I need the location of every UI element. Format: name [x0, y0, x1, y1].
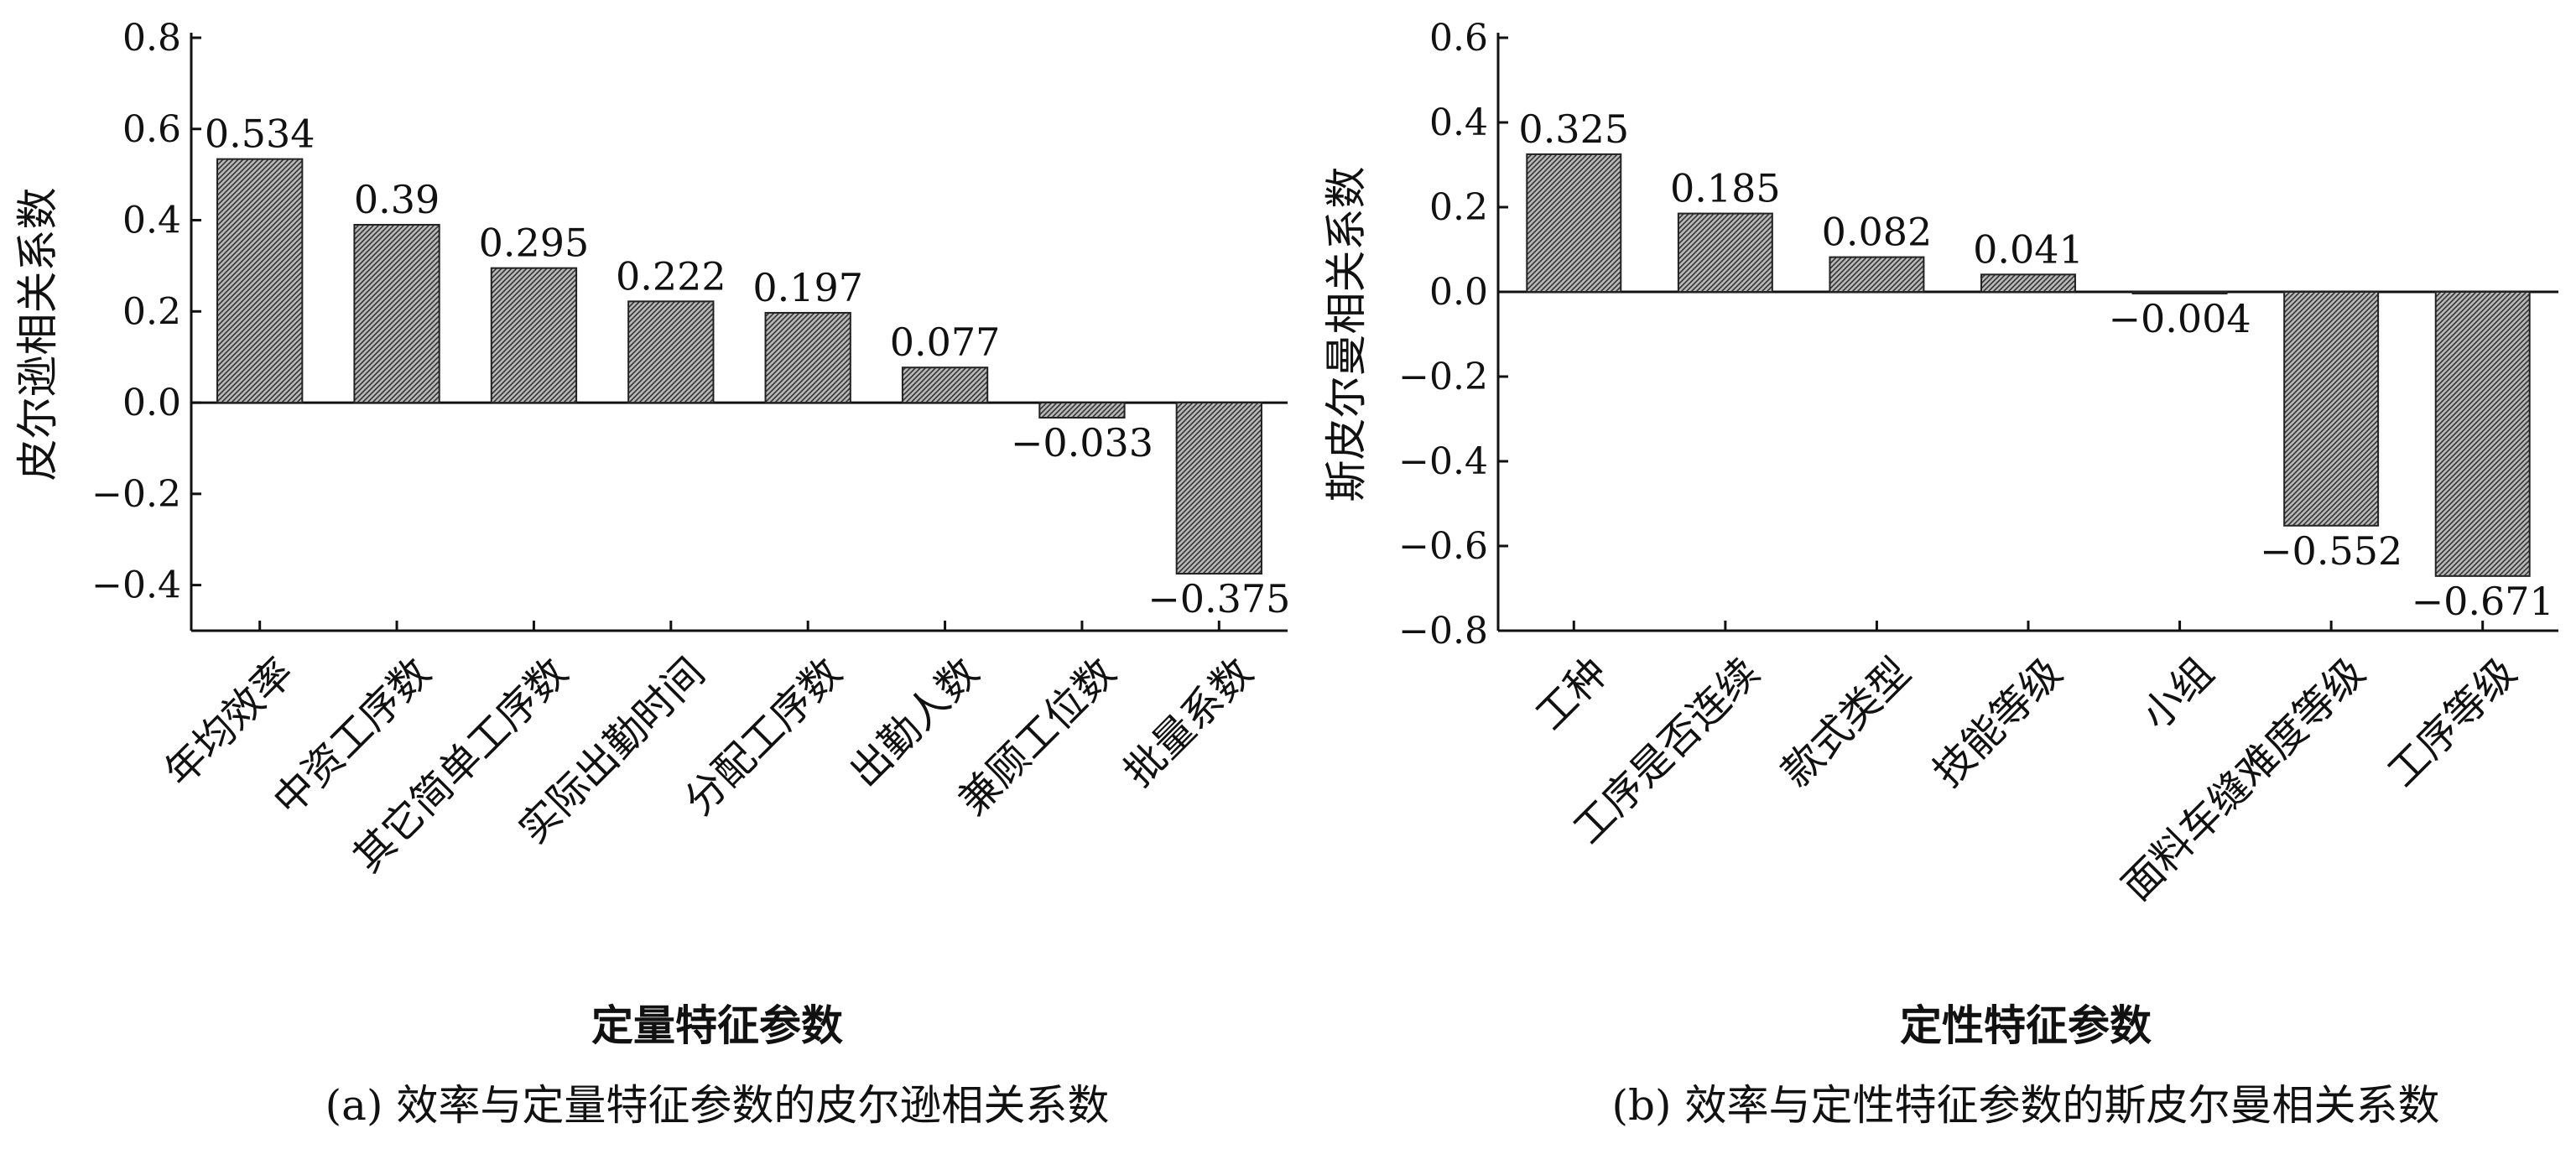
b-y-tick-label: 0.2	[1429, 186, 1488, 229]
b-bar-3	[1829, 256, 1925, 293]
b-bar-5	[2131, 291, 2228, 295]
b-bar-7	[2434, 291, 2531, 577]
a-bar-3	[490, 267, 578, 404]
a-data-label-7: −0.033	[1011, 420, 1153, 465]
chart-b-data-labels: 0.325 0.185 0.082 0.041 −0.004 −0.552−0.671	[1518, 107, 2553, 624]
a-y-tick-label: 0.6	[122, 108, 181, 151]
a-bar-8	[1175, 402, 1262, 575]
a-data-label-5: 0.197	[752, 265, 863, 310]
chart-b-xlabel: 定性特征参数	[1900, 1001, 2152, 1050]
chart-a-xlabel: 定量特征参数	[591, 1001, 843, 1050]
chart-a-bars	[216, 158, 1262, 575]
a-data-label-2: 0.39	[354, 177, 440, 222]
b-data-label-3: 0.082	[1822, 210, 1933, 255]
b-bar-6	[2283, 291, 2380, 527]
b-y-tick-label: 0.6	[1429, 17, 1488, 60]
b-y-tick-label: 0.0	[1429, 271, 1488, 314]
a-y-tick-label: 0.8	[122, 17, 181, 60]
a-data-label-1: 0.534	[205, 112, 315, 157]
b-category-label-3: 款式类型	[1772, 649, 1919, 796]
a-y-tick-label: 0.4	[122, 200, 181, 242]
a-bar-5	[764, 311, 851, 404]
a-bar-6	[901, 367, 989, 404]
chart-a-axes: 0.8 0.6 0.4 0.2 0.0 −0.2 −0.4	[91, 17, 1288, 632]
a-y-tick-label: −0.4	[91, 564, 181, 607]
b-data-label-2: 0.185	[1670, 166, 1781, 211]
b-y-tick-label: −0.2	[1398, 356, 1488, 398]
b-category-label-5: 小组	[2132, 649, 2222, 739]
chart-a-data-labels: 0.534 0.39 0.295 0.222 0.197 0.077 −0.033 −0.37…	[205, 112, 1291, 621]
chart-b-axes: 0.6 0.4 0.2 0.0 −0.2 −0.4 −0.6 −0.8	[1398, 17, 2558, 652]
b-data-label-4: 0.041	[1973, 226, 2084, 272]
a-y-tick-label: 0.0	[122, 382, 181, 424]
b-data-label-6: −0.552	[2260, 528, 2402, 574]
a-data-label-3: 0.295	[479, 221, 590, 266]
b-category-label-7: 工序等级	[2379, 649, 2526, 796]
a-y-tick-label: 0.2	[122, 290, 181, 333]
b-data-label-5: −0.004	[2108, 296, 2251, 341]
chart-b-caption: (b) 效率与定性特征参数的斯皮尔曼相关系数	[1612, 1081, 2440, 1130]
chart-a-ylabel: 皮尔逊相关系数	[13, 188, 62, 481]
chart-a-pearson: 0.80.60.40.20.0−0.2−0.4 0.5340.390.2950.…	[13, 17, 1290, 1130]
b-data-label-7: −0.671	[2412, 579, 2554, 624]
a-data-label-8: −0.375	[1147, 576, 1290, 621]
b-bar-2	[1677, 212, 1773, 293]
b-bar-1	[1526, 153, 1622, 293]
b-y-tick-label: −0.8	[1398, 610, 1488, 652]
b-category-label-4: 技能等级	[1924, 649, 2071, 796]
a-data-label-4: 0.222	[616, 253, 726, 299]
chart-a-caption: (a) 效率与定量特征参数的皮尔逊相关系数	[325, 1081, 1110, 1130]
a-bar-2	[353, 223, 440, 404]
b-y-tick-label: −0.4	[1398, 440, 1488, 483]
b-bar-4	[1980, 273, 2076, 294]
a-bar-7	[1038, 402, 1126, 419]
b-category-label-1: 工种	[1527, 649, 1616, 739]
a-data-label-6: 0.077	[890, 320, 1001, 365]
chart-b-ylabel: 斯皮尔曼相关系数	[1322, 167, 1371, 502]
a-bar-4	[627, 300, 715, 404]
a-category-label-8: 批量系数	[1115, 649, 1262, 796]
b-data-label-1: 0.325	[1518, 107, 1629, 152]
b-y-tick-label: 0.4	[1429, 101, 1488, 144]
a-bar-1	[216, 158, 304, 404]
chart-b-bars	[1526, 153, 2531, 577]
b-y-tick-label: −0.6	[1398, 525, 1488, 568]
chart-b-spearman: 0.60.40.20.0−0.2−0.4−0.6−0.8 0.3250.1850…	[1322, 17, 2558, 1130]
a-y-tick-label: −0.2	[91, 473, 181, 516]
